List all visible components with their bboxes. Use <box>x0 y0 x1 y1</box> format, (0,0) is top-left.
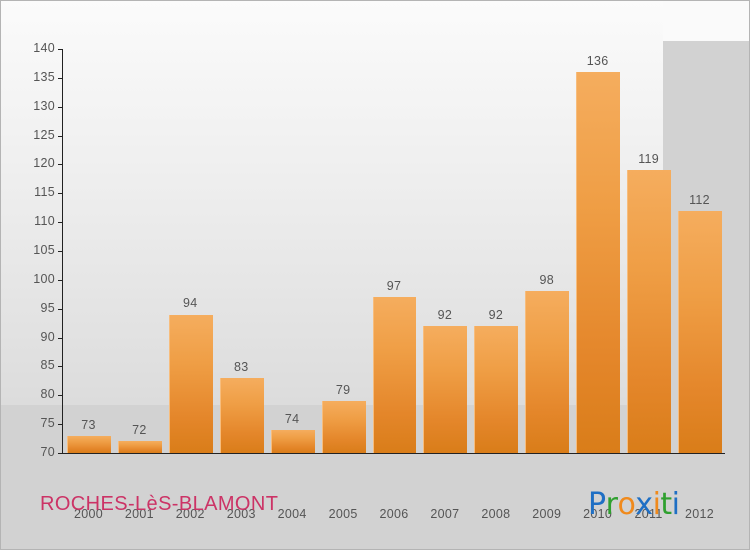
y-axis-tick <box>58 395 63 397</box>
y-axis-tick <box>58 453 63 454</box>
y-axis-tick <box>58 49 63 50</box>
x-axis-tick-label: 2006 <box>379 507 409 521</box>
bar[interactable] <box>627 170 672 453</box>
logo-letter-3: x <box>635 487 653 522</box>
y-axis-tick-label: 95 <box>40 300 55 315</box>
bar-value-label: 112 <box>689 192 710 207</box>
y-axis-tick <box>58 193 63 195</box>
y-axis-tick <box>58 308 63 310</box>
y-axis-tick-label: 105 <box>33 243 55 257</box>
bar-value-label: 119 <box>638 152 660 167</box>
y-axis-tick <box>58 135 63 137</box>
y-axis-tick <box>58 251 63 252</box>
bar[interactable] <box>576 72 621 453</box>
bar-slot: 79 <box>318 49 369 453</box>
bar-slot: 72 <box>114 49 165 453</box>
x-axis-line <box>62 453 725 454</box>
x-axis-tick-label: 2004 <box>277 507 307 521</box>
bar[interactable] <box>168 314 213 453</box>
bar-slot: 97 <box>369 49 420 453</box>
bar[interactable] <box>67 435 111 453</box>
y-axis-tick <box>58 424 63 426</box>
bar-value-label: 74 <box>284 411 300 426</box>
y-axis-tick-label: 70 <box>40 445 55 459</box>
bar-slot: 98 <box>521 49 572 453</box>
y-axis-tick-label: 85 <box>40 358 55 373</box>
bar[interactable] <box>372 297 417 453</box>
y-axis-tick-label: 90 <box>40 329 55 344</box>
y-axis-tick-label: 140 <box>33 41 55 55</box>
bar-value-label: 92 <box>488 308 504 323</box>
bar-slot: 94 <box>165 49 216 453</box>
x-axis-tick-label: 2003 <box>226 507 256 521</box>
logo-letter-2: o <box>617 487 636 522</box>
bar-slot: 74 <box>267 49 318 453</box>
x-axis-tick-label: 2005 <box>328 507 358 521</box>
bar-slot: 92 <box>470 49 521 453</box>
y-axis-tick-label: 125 <box>33 127 55 142</box>
y-axis-tick <box>58 164 63 166</box>
y-axis-tick-label: 130 <box>33 98 55 113</box>
y-axis-tick-label: 80 <box>40 387 55 402</box>
y-axis-tick <box>58 106 63 108</box>
bar-value-label: 97 <box>386 279 402 294</box>
y-axis-tick <box>58 366 63 368</box>
bar-value-label: 73 <box>81 417 96 432</box>
logo-letter-5: t <box>660 487 672 522</box>
bar[interactable] <box>270 429 315 453</box>
x-axis-tick-label: 2011 <box>634 507 663 521</box>
x-axis-tick-label: 2002 <box>175 507 205 521</box>
logo-letter-6: i <box>671 487 680 522</box>
y-axis-tick <box>58 337 63 339</box>
x-axis-tick-label: 2010 <box>583 507 613 521</box>
y-axis-tick-label: 110 <box>34 214 55 229</box>
x-axis-tick-label: 2012 <box>685 507 715 521</box>
bar-value-label: 98 <box>539 273 555 288</box>
bar-value-label: 136 <box>586 54 609 69</box>
bar-slot: 136 <box>572 49 623 453</box>
bar[interactable] <box>474 326 519 453</box>
commune-name: ROCHES-LèS-BLAMONT <box>40 493 279 515</box>
logo-letter-0: P <box>588 487 606 522</box>
bar[interactable] <box>219 377 264 453</box>
bar[interactable] <box>423 326 468 453</box>
y-axis-tick <box>58 222 63 224</box>
logo-letter-4: i <box>652 487 661 522</box>
y-axis-tick-label: 135 <box>33 69 55 84</box>
bar-value-label: 79 <box>335 383 351 398</box>
proxiti-logo[interactable]: Proxiti <box>588 487 680 522</box>
bar-slot: 92 <box>419 49 470 453</box>
bar-value-label: 83 <box>233 359 249 374</box>
x-axis-tick-label: 2001 <box>124 507 154 521</box>
bar-value-label: 94 <box>183 296 198 311</box>
y-axis-tick <box>58 279 63 281</box>
x-axis-tick-label: 2008 <box>481 507 511 521</box>
x-axis-tick-label: 2007 <box>430 507 460 521</box>
footer: ROCHES-LèS-BLAMONT Proxiti <box>2 479 749 550</box>
bar-value-label: 92 <box>437 308 453 323</box>
bar-slot: 112 <box>674 49 725 453</box>
y-axis-tick-label: 75 <box>40 416 55 431</box>
bar[interactable] <box>525 291 570 453</box>
y-axis-tick-label: 115 <box>34 185 55 200</box>
plot-area: 70 75 80 85 90 95 100 105 110 115 120 125 130 135 140 … <box>33 41 725 521</box>
bar-slot: 73 <box>63 49 114 453</box>
bar-slot: 83 <box>216 49 267 453</box>
y-axis-tick <box>58 77 63 79</box>
bar[interactable] <box>117 441 162 453</box>
logo-letter-1: r <box>605 487 618 522</box>
bar[interactable] <box>678 210 722 453</box>
x-axis-tick-label: 2000 <box>73 507 103 521</box>
y-axis-tick-label: 120 <box>33 156 55 171</box>
bar-value-label: 72 <box>132 423 147 438</box>
y-axis-tick-label: 100 <box>33 271 55 286</box>
bar-slot: 119 <box>623 49 674 453</box>
bar[interactable] <box>321 401 366 453</box>
x-axis-tick-label: 2009 <box>532 507 562 521</box>
